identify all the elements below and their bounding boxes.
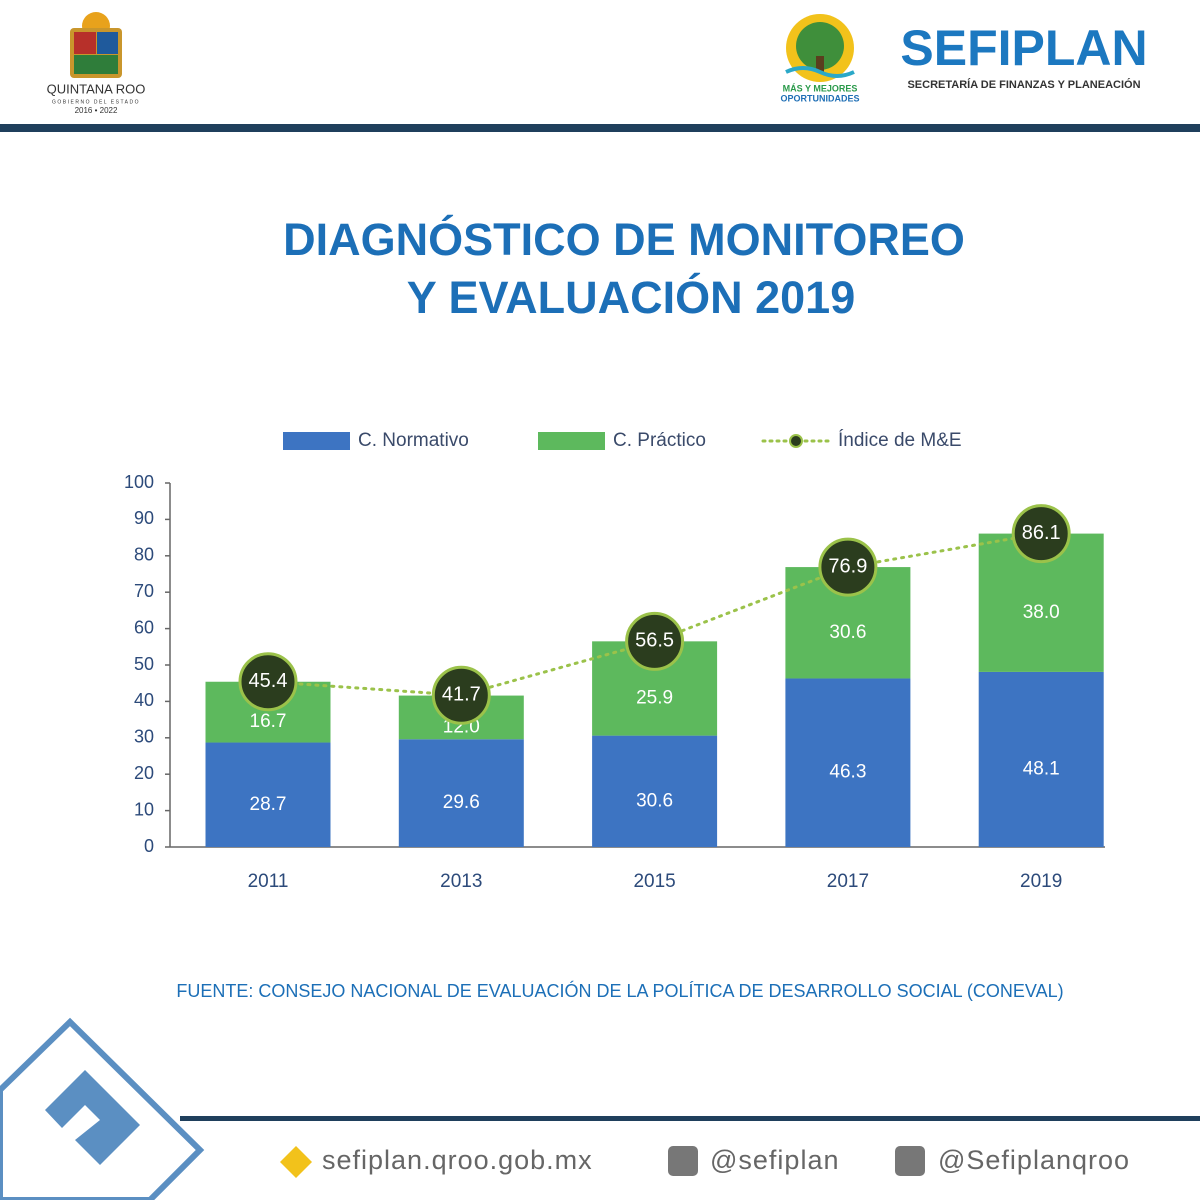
- value-label: 38.0: [1023, 602, 1060, 623]
- index-marker: [625, 611, 685, 671]
- slogan-logo: [785, 14, 855, 82]
- y-tick-label: 50: [134, 654, 154, 674]
- x-tick-label: 2011: [248, 871, 289, 892]
- website: sefiplan.qroo.gob.mx: [322, 1145, 593, 1175]
- title-line: Y EVALUACIÓN 2019: [407, 272, 855, 323]
- y-tick-label: 70: [134, 581, 154, 601]
- value-label: 25.9: [636, 687, 673, 708]
- y-tick-label: 20: [134, 763, 154, 783]
- legend-label: C. Normativo: [358, 430, 469, 451]
- bar-segment: [205, 742, 331, 847]
- index-label: 56.5: [635, 630, 674, 652]
- web-icon: [280, 1146, 312, 1178]
- y-tick-label: 100: [124, 472, 154, 492]
- y-tick-label: 30: [134, 727, 154, 747]
- slogan-line: OPORTUNIDADES: [780, 93, 859, 103]
- title-line: DIAGNÓSTICO DE MONITOREO: [283, 214, 965, 265]
- y-tick-label: 90: [134, 508, 154, 528]
- bar-segment: [398, 739, 524, 847]
- value-label: 29.6: [443, 792, 480, 813]
- index-label: 86.1: [1022, 522, 1061, 544]
- trunk: [816, 56, 824, 72]
- x-tick-label: 2019: [1020, 871, 1062, 892]
- twitter-icon: [895, 1146, 925, 1176]
- shield-part: [74, 55, 118, 74]
- plot: 0 10 20 30 40 50 60 70 80 90 100 2011 2013 2015 2017 20…: [124, 430, 1104, 892]
- value-label: 46.3: [829, 762, 866, 783]
- y-tick-label: 0: [144, 836, 154, 856]
- index-label: 76.9: [828, 555, 867, 577]
- tree: [796, 22, 844, 70]
- bar-segment: [785, 678, 911, 847]
- state-subtitle: GOBIERNO DEL ESTADO: [52, 99, 140, 105]
- y-tick-label: 60: [134, 617, 154, 637]
- brand: SEFIPLAN: [900, 20, 1147, 76]
- footer-rule: [180, 1116, 1200, 1121]
- twitter: @Sefiplanqroo: [938, 1145, 1130, 1175]
- legend-marker: [789, 434, 803, 448]
- facebook: @sefiplan: [710, 1145, 839, 1175]
- emblem-shape: [45, 1070, 140, 1165]
- brand-subtitle: SECRETARÍA DE FINANZAS Y PLANEACIÓN: [907, 78, 1140, 91]
- legend-label: C. Práctico: [613, 430, 706, 451]
- y-tick-label: 80: [134, 545, 154, 565]
- facebook-icon: [668, 1146, 698, 1176]
- bar-segment: [978, 671, 1104, 847]
- index-label: 41.7: [442, 683, 481, 705]
- wave: [785, 66, 855, 78]
- footer-emblem: [0, 1017, 205, 1200]
- legend-swatch: [283, 432, 350, 450]
- header-rule: [0, 124, 1200, 132]
- index-marker: [1011, 504, 1071, 564]
- legend-swatch: [538, 432, 605, 450]
- state-years: 2016 • 2022: [75, 106, 118, 115]
- value-label: 30.6: [636, 790, 673, 811]
- index-marker: [431, 665, 491, 725]
- value-label: 16.7: [250, 711, 287, 732]
- state-name: QUINTANA ROO: [47, 81, 146, 96]
- source: FUENTE: CONSEJO NACIONAL DE EVALUACIÓN D…: [176, 980, 1063, 1001]
- value-label: 30.6: [829, 622, 866, 643]
- index-label: 45.4: [249, 670, 288, 692]
- shield-part: [97, 32, 118, 54]
- shield-part: [74, 32, 96, 54]
- slogan-line: MÁS Y MEJORES: [783, 83, 858, 93]
- x-tick-label: 2013: [440, 871, 482, 892]
- legend-label: Índice de M&E: [838, 430, 962, 451]
- bar-segment: [592, 735, 718, 847]
- y-tick-label: 40: [134, 690, 154, 710]
- value-label: 28.7: [250, 794, 287, 815]
- x-tick-label: 2017: [827, 871, 869, 892]
- value-label: 48.1: [1023, 758, 1060, 779]
- y-tick-label: 10: [134, 799, 154, 819]
- index-marker: [238, 652, 298, 712]
- state-logo: [70, 12, 122, 78]
- x-tick-label: 2015: [633, 871, 675, 892]
- index-marker: [818, 537, 878, 597]
